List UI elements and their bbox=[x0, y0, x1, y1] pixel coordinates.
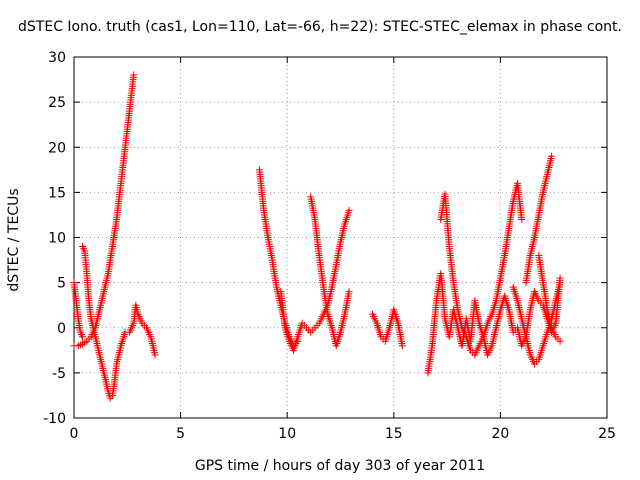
data-point bbox=[345, 206, 353, 214]
x-axis-label: GPS time / hours of day 303 of year 2011 bbox=[194, 458, 486, 474]
x-tick-label: 0 bbox=[70, 426, 79, 442]
x-tick-label: 15 bbox=[385, 426, 403, 442]
x-tick-label: 10 bbox=[278, 426, 296, 442]
data-point bbox=[556, 279, 564, 287]
data-point bbox=[79, 333, 87, 341]
data-point bbox=[130, 71, 138, 79]
data-point bbox=[556, 337, 564, 345]
y-tick-label: -5 bbox=[52, 366, 66, 382]
x-tick-label: 5 bbox=[176, 426, 185, 442]
chart-title: dSTEC Iono. truth (cas1, Lon=110, Lat=-6… bbox=[18, 19, 622, 35]
x-tick-label: 20 bbox=[491, 426, 509, 442]
data-point bbox=[398, 342, 406, 350]
y-tick-label: -10 bbox=[43, 411, 66, 427]
y-tick-label: 25 bbox=[48, 95, 66, 111]
y-tick-label: 0 bbox=[57, 321, 66, 337]
x-tick-label: 25 bbox=[598, 426, 616, 442]
y-tick-label: 30 bbox=[48, 50, 66, 66]
axis-ticks: 0 5 10 15 20 25 -10 -5 0 5 10 15 20 25 30 bbox=[43, 50, 616, 442]
data-point bbox=[518, 215, 526, 223]
y-tick-label: 5 bbox=[57, 276, 66, 292]
y-tick-label: 15 bbox=[48, 185, 66, 201]
y-tick-label: 20 bbox=[48, 140, 66, 156]
data-points bbox=[70, 71, 564, 402]
data-point bbox=[345, 288, 353, 296]
y-tick-label: 10 bbox=[48, 231, 66, 247]
data-point bbox=[548, 152, 556, 160]
data-point bbox=[151, 351, 159, 359]
